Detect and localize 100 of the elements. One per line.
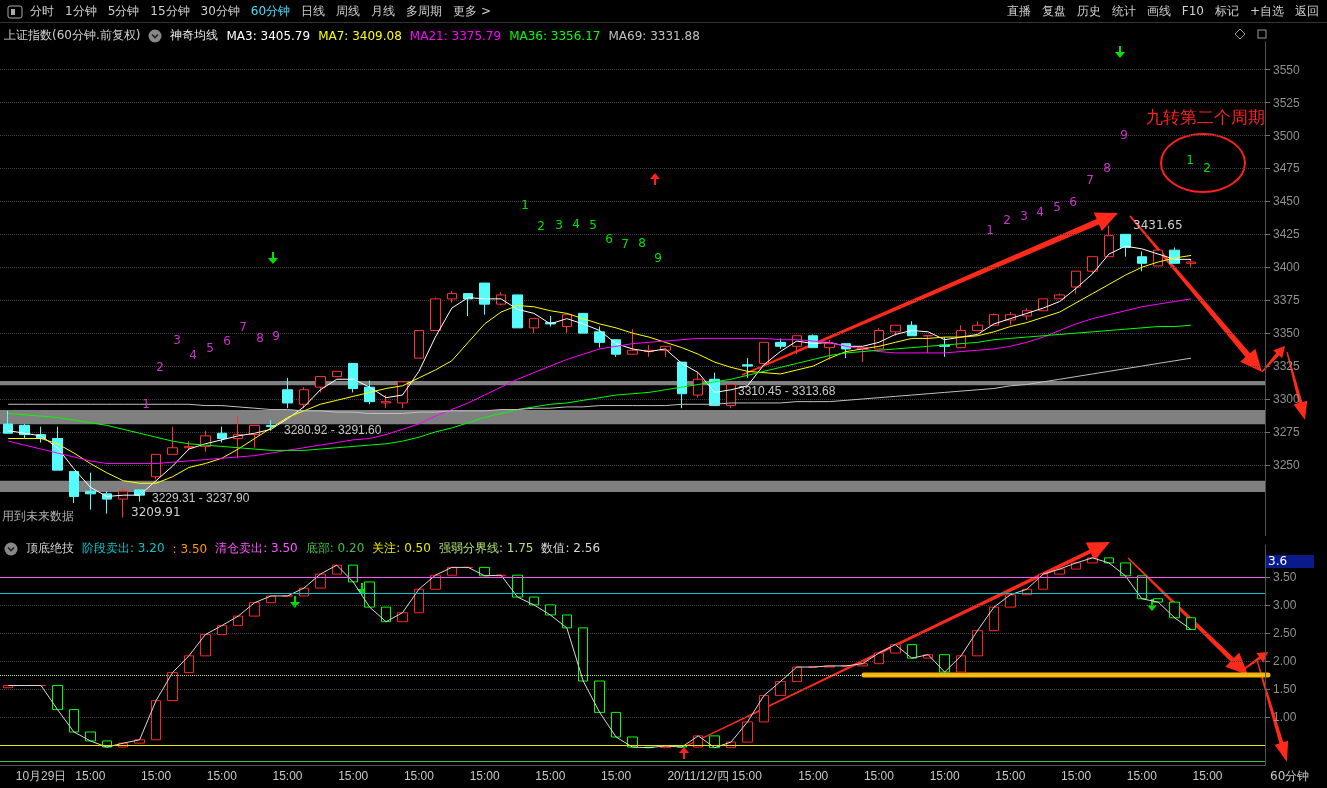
x-tick-label: 15:00 [272,769,303,783]
text: F10 [1181,4,1204,18]
annotation: 7 [239,320,247,334]
y-tick-label: 3400 [1273,260,1301,275]
text: 历史 [1076,2,1101,20]
annotation: 用到未来数据 [2,508,74,525]
text: 1分钟 [65,2,97,20]
y-tick-label: 3375 [1273,293,1301,308]
band-label: 3310.45 - 3313.68 [738,384,836,399]
y-tick-label: 3475 [1273,161,1301,176]
text: 5分钟 [107,2,140,20]
x-tick-label: 15:00 [1126,769,1158,783]
x-tick-label: 15:00 [469,769,500,783]
y-tick-label: 3.50 [1273,569,1297,584]
annotation: 2 [1203,161,1211,175]
text: 数值: 2.56 [541,540,601,557]
annotation: 3 [555,218,563,232]
annotation: 9 [1120,128,1128,142]
annotation: 5 [206,341,214,355]
annotation: 9 [272,329,280,343]
y-tick-label: 3350 [1273,326,1301,341]
text: 分时 [30,2,54,20]
y-tick-label: 2.50 [1273,625,1297,640]
annotation: 7 [1086,173,1094,187]
text: 15分钟 [150,2,190,20]
y-tick-label: 2.00 [1273,653,1297,668]
annotation: 8 [1103,161,1111,175]
ref-line-label: 阶段卖出: 3.20 [82,540,165,557]
band-label: 3280.92 - 3291.60 [284,423,382,438]
annotation: 3209.91 [131,505,181,519]
text: 日线 [301,2,326,20]
text: +自选 [1249,2,1284,20]
x-tick-label: 15:00 [863,769,895,783]
annotation: 5 [589,218,597,232]
annotation: 4 [572,217,580,231]
text: 统计 [1111,2,1136,20]
x-tick-label: 15:00 [1061,769,1092,783]
annotation: 5 [1053,200,1061,214]
annotation: 6 [605,232,613,246]
annotation: 6 [1069,195,1077,209]
text: 复盘 [1041,2,1066,20]
x-tick-label: 15:00 [206,769,238,783]
annotation: 2 [537,219,545,233]
annotation: 1 [1186,153,1194,167]
annotation: 3 [173,333,181,347]
y-tick-label: 3500 [1273,128,1301,143]
annotation: 1 [521,198,529,212]
text: 直播 [1006,2,1031,20]
x-tick-label: 15:00 [929,769,960,783]
x-tick-label: 15:00 [798,769,829,783]
x-tick-label: 20/11/12/四 15:00 [667,769,763,783]
x-tick-label: 15:00 [995,769,1026,783]
ref-line-label: 清仓卖出: 3.50 [215,540,298,557]
x-tick-label: 15:00 [338,769,369,783]
text: 3.6 [1266,554,1314,568]
text: 标记 [1214,2,1239,20]
annotation: 2 [1003,213,1011,227]
text: 返回 [1295,2,1319,20]
ref-line-label: 底部: 0.20 [305,540,365,557]
text: 更多 > [453,2,491,20]
y-tick-label: 1.50 [1273,681,1297,696]
text: MA69: 3331.88 [608,28,700,43]
chart-title: 上证指数(60分钟.前复权) [4,27,141,44]
text: 60分钟 [250,2,291,20]
text: 画线 [1146,2,1171,20]
x-tick-label: 15:00 [403,769,435,783]
annotation: 4 [1036,205,1044,219]
y-tick-label: 3.00 [1273,597,1297,612]
x-tick-label: 15:00 [75,769,106,783]
y-tick-label: 3525 [1273,95,1301,110]
y-tick-label: 3450 [1273,194,1301,209]
annotation: 1 [986,223,994,237]
ref-line-label: 关注: 0.50 [372,540,431,557]
text: MA3: 3405.79 [226,28,311,43]
annotation: 2 [156,360,164,374]
text: 周线 [336,2,361,20]
text: 60分钟 [1270,768,1310,785]
x-tick-label: 15:00 [1192,769,1223,783]
annotation: 8 [638,236,646,250]
y-tick-label: 3250 [1273,457,1301,472]
y-tick-label: 3275 [1273,424,1301,439]
y-tick-label: 3550 [1273,62,1301,77]
annotation: 6 [223,334,231,348]
annotation: 3 [1020,209,1028,223]
text: 多周期 [406,2,443,20]
text: MA7: 3409.08 [318,28,402,43]
text: MA36: 3356.17 [509,28,601,43]
text: MA21: 3375.79 [409,28,502,43]
annotation: 7 [621,237,629,251]
x-tick-label: 10月29日 [15,769,67,783]
y-tick-label: 3425 [1273,227,1301,242]
chart-subtitle: 神奇均线 [170,27,219,44]
x-tick-label: 15:00 [601,769,632,783]
ref-line-label: 强弱分界线: 1.75 [438,540,534,557]
annotation: 九转第二个周期 [1146,106,1265,129]
annotation: : 3.50 [172,541,208,556]
chart-title: 顶底绝技 [26,540,74,557]
band-label: 3229.31 - 3237.90 [152,491,250,506]
annotation: 8 [256,331,264,345]
x-tick-label: 15:00 [535,769,566,783]
